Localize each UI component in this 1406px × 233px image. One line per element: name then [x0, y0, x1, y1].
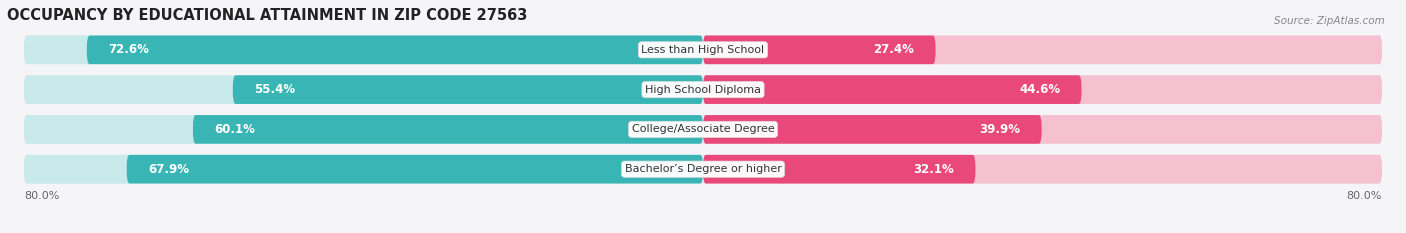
Text: 72.6%: 72.6%	[108, 43, 149, 56]
Text: OCCUPANCY BY EDUCATIONAL ATTAINMENT IN ZIP CODE 27563: OCCUPANCY BY EDUCATIONAL ATTAINMENT IN Z…	[7, 8, 527, 23]
FancyBboxPatch shape	[703, 155, 1382, 184]
FancyBboxPatch shape	[24, 115, 703, 144]
Legend: Owner-occupied, Renter-occupied: Owner-occupied, Renter-occupied	[582, 231, 824, 233]
Text: Less than High School: Less than High School	[641, 45, 765, 55]
FancyBboxPatch shape	[24, 75, 703, 104]
FancyBboxPatch shape	[703, 75, 1382, 104]
Text: 44.6%: 44.6%	[1019, 83, 1060, 96]
FancyBboxPatch shape	[703, 75, 1081, 104]
Text: Bachelor’s Degree or higher: Bachelor’s Degree or higher	[624, 164, 782, 174]
Text: High School Diploma: High School Diploma	[645, 85, 761, 95]
FancyBboxPatch shape	[233, 75, 703, 104]
Text: 80.0%: 80.0%	[24, 191, 59, 201]
Text: College/Associate Degree: College/Associate Degree	[631, 124, 775, 134]
FancyBboxPatch shape	[24, 35, 1382, 64]
FancyBboxPatch shape	[24, 155, 703, 184]
FancyBboxPatch shape	[703, 115, 1042, 144]
FancyBboxPatch shape	[703, 115, 1382, 144]
FancyBboxPatch shape	[87, 35, 703, 64]
Text: Source: ZipAtlas.com: Source: ZipAtlas.com	[1274, 16, 1385, 26]
FancyBboxPatch shape	[703, 35, 935, 64]
FancyBboxPatch shape	[24, 75, 1382, 104]
Text: 32.1%: 32.1%	[914, 163, 955, 176]
Text: 27.4%: 27.4%	[873, 43, 914, 56]
FancyBboxPatch shape	[193, 115, 703, 144]
Text: 39.9%: 39.9%	[980, 123, 1021, 136]
Text: 55.4%: 55.4%	[254, 83, 295, 96]
FancyBboxPatch shape	[24, 115, 1382, 144]
Text: 80.0%: 80.0%	[1347, 191, 1382, 201]
FancyBboxPatch shape	[127, 155, 703, 184]
Text: 60.1%: 60.1%	[214, 123, 254, 136]
FancyBboxPatch shape	[24, 155, 1382, 184]
FancyBboxPatch shape	[703, 155, 976, 184]
FancyBboxPatch shape	[703, 35, 1382, 64]
Text: 67.9%: 67.9%	[148, 163, 188, 176]
FancyBboxPatch shape	[24, 35, 703, 64]
